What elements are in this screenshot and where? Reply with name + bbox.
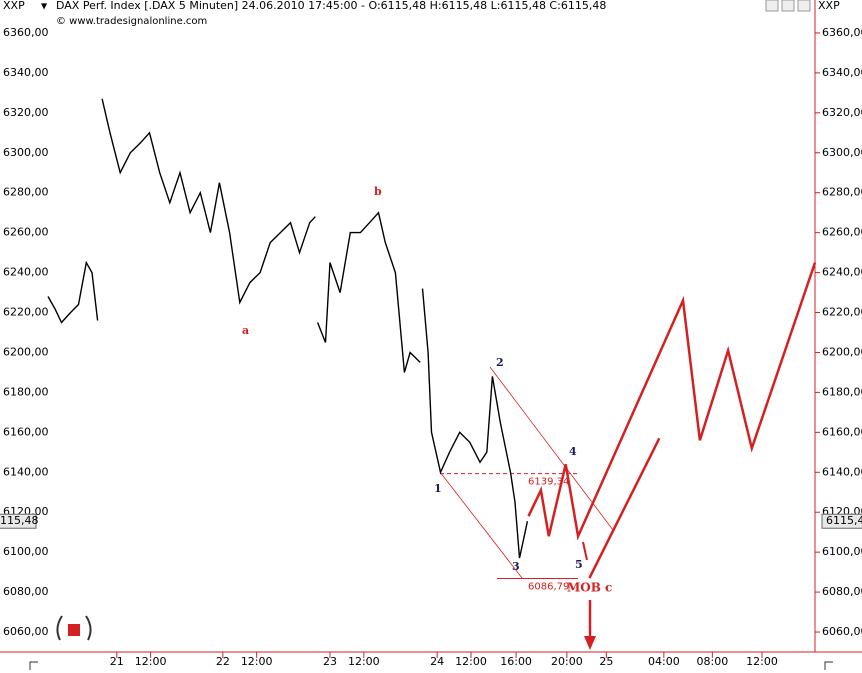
x-tick-label: 12:00 <box>746 655 778 668</box>
x-tick-label: 21 <box>110 655 124 668</box>
wave-label: b <box>374 185 382 198</box>
dropdown[interactable]: ▼ <box>41 2 48 11</box>
x-tick-label: 12:00 <box>455 655 487 668</box>
y-tick-label: 6100,00 <box>3 545 49 558</box>
y-tick-label-right: 6300,00 <box>822 146 862 159</box>
button[interactable] <box>797 0 811 12</box>
y-tick-label: 6300,00 <box>3 146 49 159</box>
y-tick-label: 6140,00 <box>3 465 49 478</box>
y-tick-label: 6160,00 <box>3 425 49 438</box>
y-tick-label: 6360,00 <box>3 26 49 39</box>
level-label: 6139,34 <box>528 477 569 488</box>
arrow-head <box>584 636 596 650</box>
x-tick-label: 22 <box>216 655 230 668</box>
y-tick-label: 6060,00 <box>3 625 49 638</box>
price-line <box>47 98 529 559</box>
x-tick-label: 12:00 <box>241 655 273 668</box>
y-tick-label: 6280,00 <box>3 186 49 199</box>
wave-label: a <box>242 324 249 337</box>
wave-label: 1 <box>434 482 442 495</box>
projection-line <box>588 437 661 579</box>
x-tick-label: 16:00 <box>500 655 532 668</box>
y-tick-label-right: 6200,00 <box>822 345 862 358</box>
x-tick-label: 12:00 <box>348 655 380 668</box>
y-tick-label-right: 6240,00 <box>822 266 862 279</box>
x-tick-label: 12:00 <box>135 655 167 668</box>
y-tick-label: 6200,00 <box>3 345 49 358</box>
y-tick-label: 6080,00 <box>3 585 49 598</box>
y-tick-label-right: 6260,00 <box>822 226 862 239</box>
y-tick-label-right: 6180,00 <box>822 385 862 398</box>
dash <box>582 541 588 561</box>
y-tick-label: 6320,00 <box>3 106 49 119</box>
last-value-box <box>0 513 37 529</box>
wave-label: 5 <box>575 558 583 571</box>
wave-label: 2 <box>496 356 504 369</box>
y-tick-label: 6340,00 <box>3 66 49 79</box>
y-tick-label-right: 6220,00 <box>822 306 862 319</box>
y-tick-label-right: 6340,00 <box>822 66 862 79</box>
logo-box <box>68 624 80 636</box>
x-tick-label: 24 <box>430 655 444 668</box>
last-value-box-right <box>821 513 862 529</box>
last-value-label-right: 6115,48 <box>826 514 862 527</box>
x-tick-label: 23 <box>323 655 337 668</box>
y-tick-label: 6220,00 <box>3 306 49 319</box>
x-tick-label: 20:00 <box>551 655 583 668</box>
last-value-label: 6115,48 <box>0 514 39 527</box>
projection-line <box>527 262 817 541</box>
logo <box>56 615 92 641</box>
wave-label: 3 <box>512 560 520 573</box>
window-buttons <box>765 0 811 12</box>
wave-label: MOB c <box>567 581 612 595</box>
level-label: 6086,79 <box>528 582 569 593</box>
channel-line <box>439 471 523 579</box>
chart-title: DAX Perf. Index [.DAX 5 Minuten] 24.06.2… <box>56 0 606 12</box>
wave-label: 4 <box>569 445 577 458</box>
copyright: © www.tradesignalonline.com <box>56 16 207 27</box>
y-tick-label-right: 6160,00 <box>822 425 862 438</box>
corner <box>29 661 833 670</box>
y-tick-label-right: 6360,00 <box>822 26 862 39</box>
y-tick-label-right: 6140,00 <box>822 465 862 478</box>
x-tick-label: 04:00 <box>648 655 680 668</box>
logo-wreath <box>56 615 92 641</box>
y-tick-label-right: 6100,00 <box>822 545 862 558</box>
y-tick-label: 6180,00 <box>3 385 49 398</box>
button[interactable] <box>781 0 795 12</box>
y-tick-label-right: 6060,00 <box>822 625 862 638</box>
y-tick-label: 6260,00 <box>3 226 49 239</box>
y-tick-label-right: 6280,00 <box>822 186 862 199</box>
y-tick-label: 6240,00 <box>3 266 49 279</box>
button[interactable] <box>765 0 779 12</box>
y-tick-label-right: 6320,00 <box>822 106 862 119</box>
symbol-right: XXP <box>818 0 840 12</box>
x-tick-label: 08:00 <box>697 655 729 668</box>
y-tick-label-right: 6080,00 <box>822 585 862 598</box>
symbol: XXP <box>3 0 25 12</box>
x-tick-label: 25 <box>599 655 613 668</box>
